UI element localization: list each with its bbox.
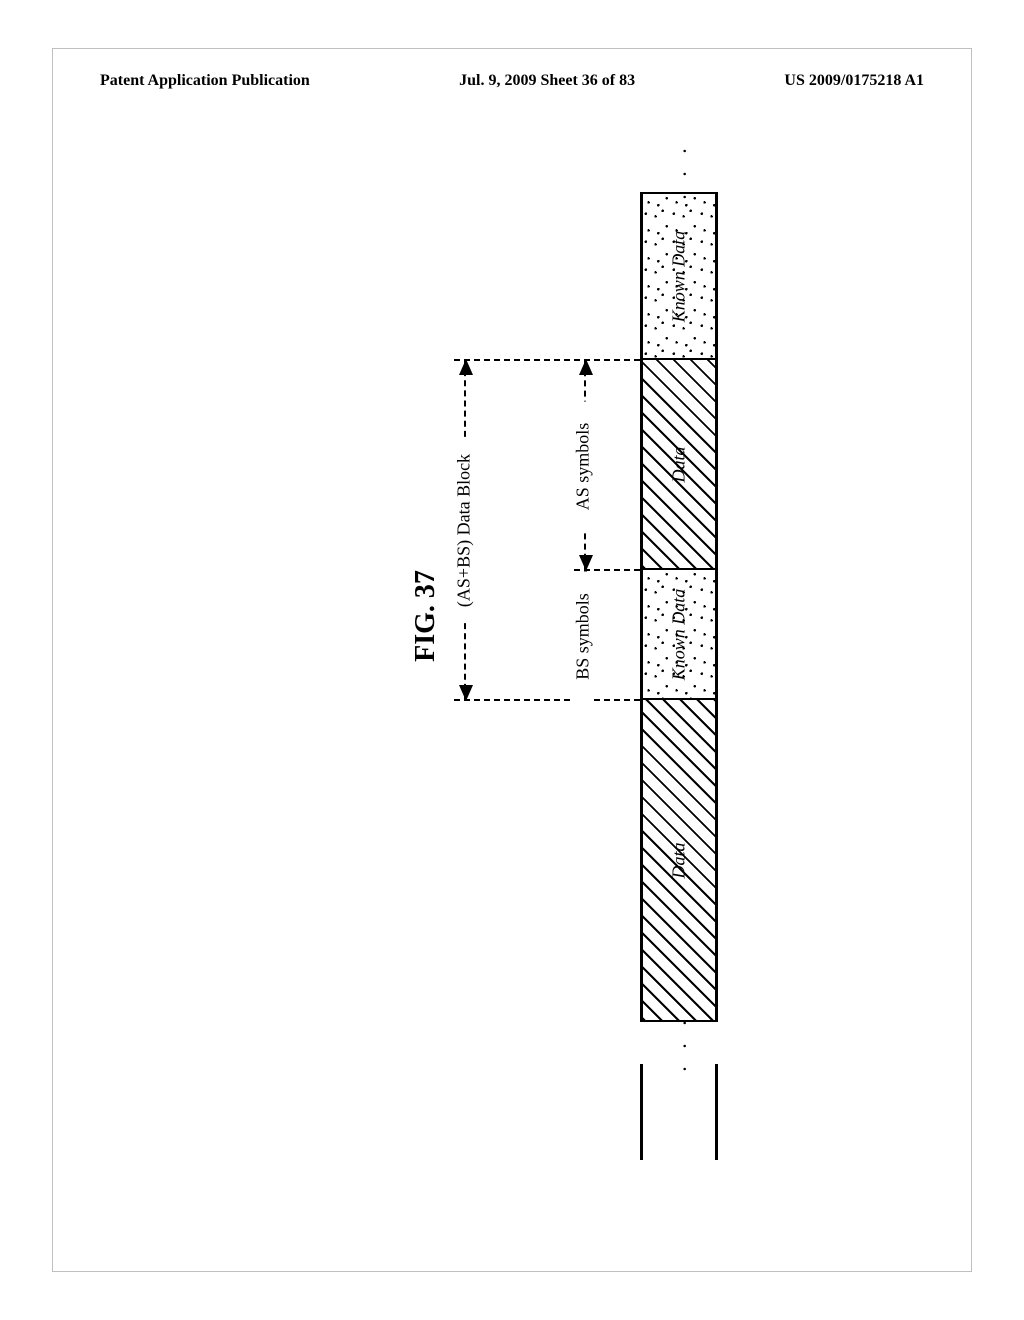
- cell-label: Known Data: [669, 588, 690, 680]
- arrowhead-icon: [579, 359, 593, 375]
- dimension-label: BS symbols: [573, 572, 594, 702]
- known-data-cell: Known Data: [643, 570, 715, 700]
- known-data-cell: Known Data: [643, 192, 715, 360]
- guide-dash: [454, 699, 640, 701]
- ellipsis-label: . . .: [666, 142, 692, 200]
- page-frame: [52, 48, 972, 1272]
- dimension-as-bs-block: (AS+BS) Data Block: [464, 360, 466, 700]
- dimension-label: (AS+BS) Data Block: [454, 441, 475, 621]
- figure-title: FIG. 37: [410, 570, 442, 662]
- ellipsis-cell: . . .: [640, 150, 718, 192]
- header-right: US 2009/0175218 A1: [784, 72, 924, 90]
- cell-label: Data: [667, 836, 692, 884]
- data-cell: Data: [643, 700, 715, 1022]
- dimension-label: AS symbols: [573, 402, 594, 532]
- diagram: (AS+BS) Data Block AS symbols BS symbols…: [640, 150, 718, 1160]
- arrowhead-icon: [459, 685, 473, 701]
- guide-dash: [454, 359, 640, 361]
- page-header: Patent Application Publication Jul. 9, 2…: [100, 72, 924, 90]
- ellipsis-cell: . . .: [640, 1022, 718, 1064]
- dimension-bs-symbols: BS symbols: [584, 570, 586, 700]
- header-left: Patent Application Publication: [100, 72, 310, 90]
- arrowhead-icon: [459, 359, 473, 375]
- ellipsis-label: . . .: [666, 1014, 692, 1072]
- dimension-as-symbols: AS symbols: [584, 360, 586, 570]
- header-center: Jul. 9, 2009 Sheet 36 of 83: [459, 72, 635, 90]
- cell-label: Known Data: [669, 230, 690, 322]
- cell-label: Data: [667, 440, 692, 488]
- data-cell: Data: [643, 360, 715, 570]
- block-strip: . . . Known Data Data Known Data Data . …: [640, 150, 718, 1160]
